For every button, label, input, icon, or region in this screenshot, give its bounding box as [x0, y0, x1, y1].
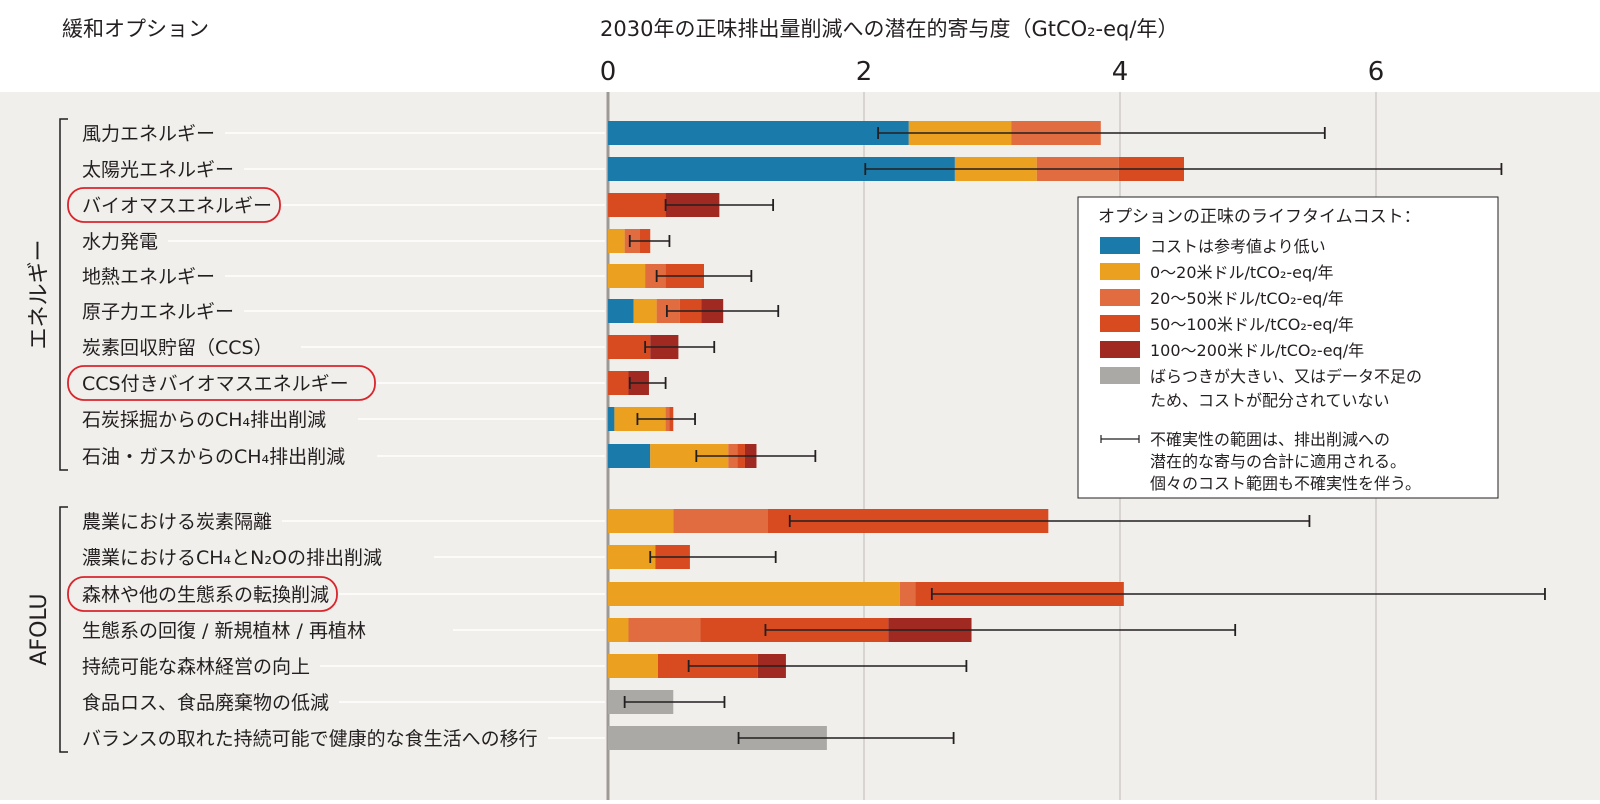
- row-label: 石油・ガスからのCH₄排出削減: [82, 446, 345, 468]
- legend-title: オプションの正味のライフタイムコスト：: [1098, 207, 1421, 227]
- group-label: エネルギー: [27, 239, 52, 349]
- legend-swatch-gray: [1100, 367, 1140, 384]
- legend-error-note: 不確実性の範囲は、排出削減への: [1150, 430, 1390, 449]
- row-label: 水力発電: [82, 231, 158, 253]
- legend-label: 0〜20米ドル/tCO₂-eq/年: [1150, 263, 1334, 282]
- row-label: 太陽光エネルギー: [82, 159, 234, 181]
- bar-segment-orange: [608, 229, 625, 253]
- row-label: 持続可能な森林経営の向上: [82, 656, 310, 678]
- x-tick-label: 4: [1112, 57, 1129, 87]
- bar-segment-lightorange: [628, 618, 701, 642]
- bar-segment-orange: [608, 654, 658, 678]
- bar-segment-lightorange: [645, 264, 666, 288]
- left-header: 緩和オプション: [62, 17, 209, 41]
- legend-label: コストは参考値より低い: [1150, 237, 1326, 256]
- row-label: バイオマスエネルギー: [82, 195, 272, 217]
- bar-segment-orange: [608, 264, 646, 288]
- row-label: 地熱エネルギー: [82, 266, 215, 288]
- row-label: 原子力エネルギー: [82, 301, 234, 323]
- row-label: 食品ロス、食品廃棄物の低減: [82, 692, 329, 714]
- highlight-outline: [67, 576, 338, 612]
- bar-segment-orange: [633, 299, 657, 323]
- group-bracket: [59, 118, 68, 471]
- bar-segment-red: [608, 335, 651, 359]
- bar-segment-blue: [608, 299, 634, 323]
- legend-swatch-blue: [1100, 237, 1140, 254]
- legend-label: 20〜50米ドル/tCO₂-eq/年: [1150, 289, 1344, 308]
- row-label: CCS付きバイオマスエネルギー: [82, 373, 349, 395]
- chart-title: 2030年の正味排出量削減への潜在的寄与度（GtCO₂-eq/年）: [600, 17, 1178, 41]
- bar-segment-blue: [608, 121, 909, 145]
- legend-error-note: 個々のコスト範囲も不確実性を伴う。: [1150, 474, 1421, 493]
- legend-label: 50〜100米ドル/tCO₂-eq/年: [1150, 315, 1354, 334]
- x-tick-label: 2: [856, 57, 873, 87]
- highlight-outline: [67, 187, 281, 223]
- bar-segment-orange: [608, 582, 900, 606]
- row-label: 森林や他の生態系の転換削減: [82, 584, 329, 606]
- legend-swatch-lightorange: [1100, 289, 1140, 306]
- row-label: バランスの取れた持続可能で健康的な食生活への移行: [82, 728, 538, 750]
- legend-label: ばらつきが大きい、又はデータ不足の: [1150, 367, 1422, 386]
- legend-box: [1077, 196, 1499, 499]
- group-label: AFOLU: [27, 593, 52, 665]
- bar-segment-orange: [608, 618, 629, 642]
- row-label: 濃業におけるCH₄とN₂Oの排出削減: [82, 547, 382, 569]
- bar-segment-blue: [608, 444, 651, 468]
- highlight-outline: [67, 365, 376, 401]
- bar-segment-blue: [608, 407, 615, 431]
- bar-segment-orange: [608, 509, 674, 533]
- legend-swatch-darkred: [1100, 341, 1140, 358]
- bar-segment-red: [608, 371, 629, 395]
- row-label: 生態系の回復 / 新規植林 / 再植林: [82, 620, 366, 642]
- bar-segment-lightorange: [899, 582, 916, 606]
- row-label: 石炭採掘からのCH₄排出削減: [82, 409, 326, 431]
- group-bracket: [59, 506, 68, 753]
- bar-segment-red: [608, 193, 666, 217]
- legend-swatch-red: [1100, 315, 1140, 332]
- row-label: 炭素回収貯留（CCS）: [82, 337, 273, 359]
- legend-label: ため、コストが配分されていない: [1150, 391, 1390, 410]
- legend-error-note: 潜在的な寄与の合計に適用される。: [1150, 452, 1406, 471]
- legend-label: 100〜200米ドル/tCO₂-eq/年: [1150, 341, 1364, 360]
- bar-segment-lightorange: [673, 509, 768, 533]
- legend-swatch-orange: [1100, 263, 1140, 280]
- row-label: 農業における炭素隔離: [82, 511, 272, 533]
- x-tick-label: 0: [600, 57, 617, 87]
- row-label: 風力エネルギー: [82, 123, 215, 145]
- x-tick-label: 6: [1368, 57, 1385, 87]
- bar-segment-orange: [608, 545, 656, 569]
